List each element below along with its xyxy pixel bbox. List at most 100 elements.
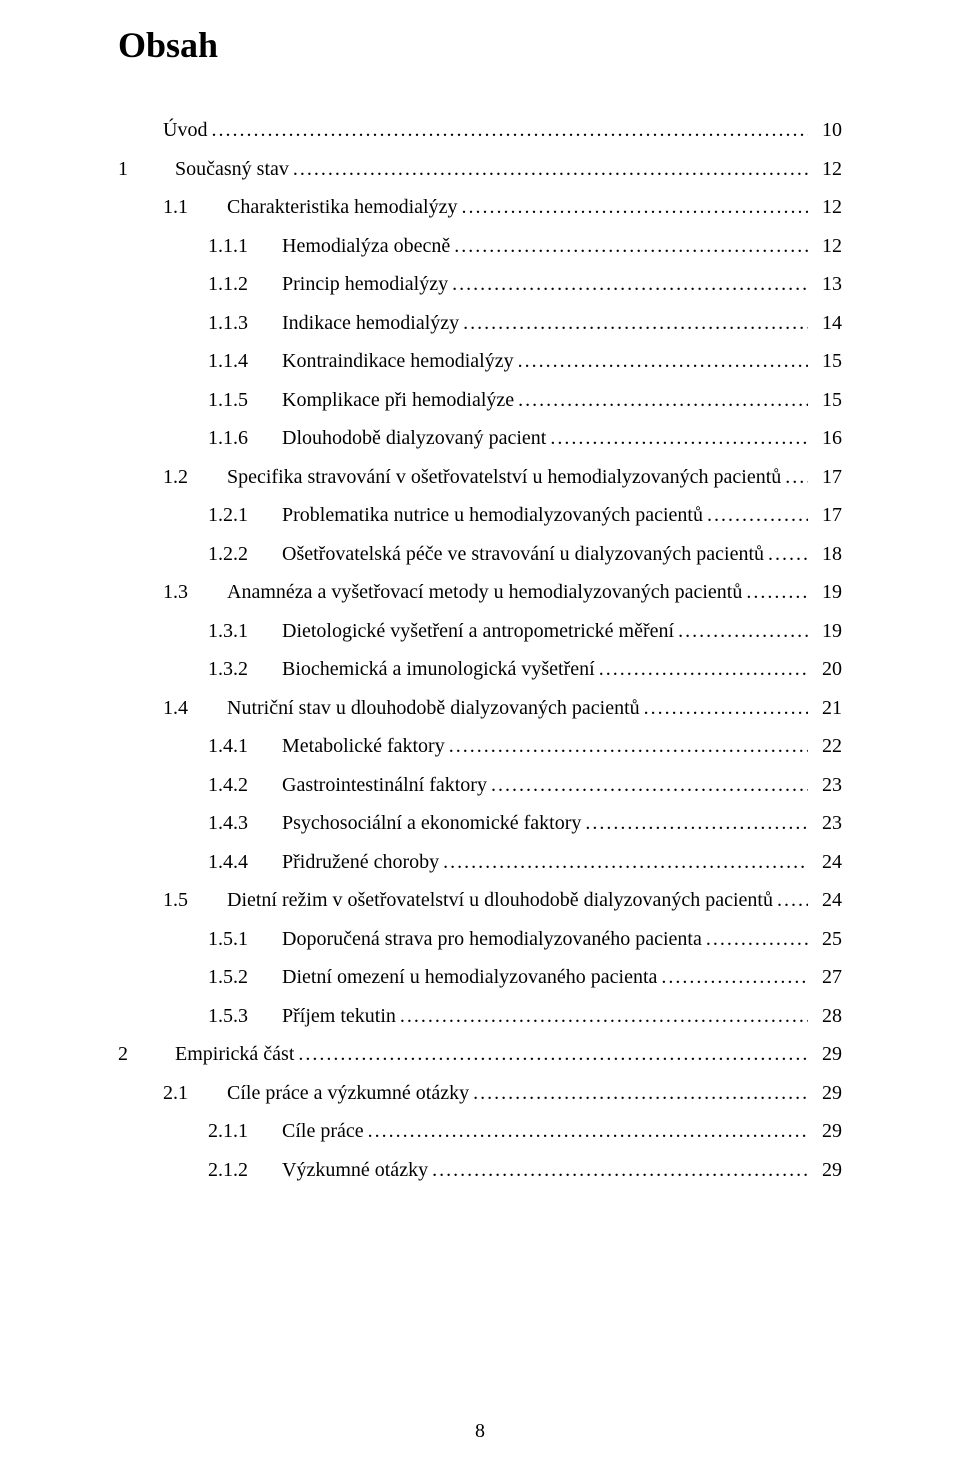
toc-entry-page: 24 bbox=[812, 852, 842, 872]
toc-row: 1.3.2Biochemická a imunologická vyšetřen… bbox=[118, 659, 842, 679]
toc-entry-label: Indikace hemodialýzy bbox=[282, 313, 459, 333]
toc-leader-dots bbox=[463, 313, 808, 333]
toc-row: 1.2.1Problematika nutrice u hemodialyzov… bbox=[118, 505, 842, 525]
toc-row: 1.5.3Příjem tekutin 28 bbox=[118, 1006, 842, 1026]
toc-entry-number: 1.1 bbox=[163, 197, 227, 217]
toc-row: 2Empirická část29 bbox=[118, 1044, 842, 1064]
toc-row: 1.5Dietní režim v ošetřovatelství u dlou… bbox=[118, 890, 842, 910]
toc-entry-number: 2.1 bbox=[163, 1083, 227, 1103]
toc-entry-label: Nutriční stav u dlouhodobě dialyzovaných… bbox=[227, 698, 640, 718]
toc-entry-number: 1.2.2 bbox=[208, 544, 282, 564]
toc-row: 2.1.2Výzkumné otázky29 bbox=[118, 1160, 842, 1180]
toc-entry-number: 1.1.2 bbox=[208, 274, 282, 294]
page-title: Obsah bbox=[118, 24, 842, 66]
toc-entry-label: Komplikace při hemodialýze bbox=[282, 390, 514, 410]
toc-row: 1.4.2Gastrointestinální faktory23 bbox=[118, 775, 842, 795]
toc-entry-label: Příjem tekutin bbox=[282, 1006, 396, 1026]
toc-entry-label: Úvod bbox=[163, 120, 207, 140]
toc-entry-number: 1.3.2 bbox=[208, 659, 282, 679]
toc-leader-dots bbox=[491, 775, 808, 795]
toc-row: 2.1.1Cíle práce29 bbox=[118, 1121, 842, 1141]
toc-leader-dots bbox=[454, 236, 808, 256]
toc-leader-dots bbox=[473, 1083, 808, 1103]
toc-leader-dots bbox=[644, 698, 808, 718]
toc-leader-dots bbox=[599, 659, 808, 679]
toc-row: 1.5.2Dietní omezení u hemodialyzovaného … bbox=[118, 967, 842, 987]
toc-row: 2.1Cíle práce a výzkumné otázky29 bbox=[118, 1083, 842, 1103]
toc-entry-number: 1.2 bbox=[163, 467, 227, 487]
toc-leader-dots bbox=[706, 929, 808, 949]
toc-entry-page: 17 bbox=[812, 505, 842, 525]
toc-entry-number: 1.1.5 bbox=[208, 390, 282, 410]
toc-entry-label: Metabolické faktory bbox=[282, 736, 445, 756]
toc-entry-number: 1.5 bbox=[163, 890, 227, 910]
toc-entry-page: 10 bbox=[812, 120, 842, 140]
toc-entry-page: 13 bbox=[812, 274, 842, 294]
toc-row: 1.5.1Doporučená strava pro hemodialyzova… bbox=[118, 929, 842, 949]
toc-entry-page: 12 bbox=[812, 236, 842, 256]
toc-entry-label: Dietologické vyšetření a antropometrické… bbox=[282, 621, 674, 641]
toc-row: 1.4.4Přidružené choroby24 bbox=[118, 852, 842, 872]
toc-entry-page: 25 bbox=[812, 929, 842, 949]
toc-entry-page: 16 bbox=[812, 428, 842, 448]
toc-leader-dots bbox=[461, 197, 808, 217]
toc-entry-page: 15 bbox=[812, 351, 842, 371]
toc-entry-page: 23 bbox=[812, 775, 842, 795]
toc-entry-page: 15 bbox=[812, 390, 842, 410]
toc-row: 1.3Anamnéza a vyšetřovací metody u hemod… bbox=[118, 582, 842, 602]
toc-leader-dots bbox=[585, 813, 808, 833]
toc-entry-label: Anamnéza a vyšetřovací metody u hemodial… bbox=[227, 582, 742, 602]
toc-leader-dots bbox=[432, 1160, 808, 1180]
toc-row: 1.1.1Hemodialýza obecně 12 bbox=[118, 236, 842, 256]
toc-entry-label: Dlouhodobě dialyzovaný pacient bbox=[282, 428, 546, 448]
toc-leader-dots bbox=[452, 274, 808, 294]
toc-entry-page: 23 bbox=[812, 813, 842, 833]
toc-leader-dots bbox=[400, 1006, 808, 1026]
toc-entry-page: 29 bbox=[812, 1160, 842, 1180]
toc-leader-dots bbox=[368, 1121, 808, 1141]
toc-entry-label: Hemodialýza obecně bbox=[282, 236, 450, 256]
toc-entry-page: 17 bbox=[812, 467, 842, 487]
toc-row: 1.1.5Komplikace při hemodialýze 15 bbox=[118, 390, 842, 410]
toc-entry-label: Empirická část bbox=[175, 1044, 294, 1064]
toc-entry-label: Gastrointestinální faktory bbox=[282, 775, 487, 795]
toc-entry-label: Dietní režim v ošetřovatelství u dlouhod… bbox=[227, 890, 773, 910]
toc-leader-dots bbox=[746, 582, 808, 602]
toc-entry-page: 20 bbox=[812, 659, 842, 679]
toc-leader-dots bbox=[518, 390, 808, 410]
toc-leader-dots bbox=[298, 1044, 808, 1064]
toc-entry-number: 1.5.1 bbox=[208, 929, 282, 949]
toc-entry-page: 29 bbox=[812, 1121, 842, 1141]
toc-entry-number: 1.4 bbox=[163, 698, 227, 718]
toc-entry-label: Specifika stravování v ošetřovatelství u… bbox=[227, 467, 781, 487]
toc-entry-page: 28 bbox=[812, 1006, 842, 1026]
toc-row: 1.4Nutriční stav u dlouhodobě dialyzovan… bbox=[118, 698, 842, 718]
toc-leader-dots bbox=[785, 467, 808, 487]
toc-entry-number: 1.1.4 bbox=[208, 351, 282, 371]
toc-row: 1.4.1Metabolické faktory22 bbox=[118, 736, 842, 756]
toc-entry-label: Kontraindikace hemodialýzy bbox=[282, 351, 514, 371]
toc-entry-number: 1.5.3 bbox=[208, 1006, 282, 1026]
toc-row: 1.2.2Ošetřovatelská péče ve stravování u… bbox=[118, 544, 842, 564]
toc-entry-number: 2 bbox=[118, 1044, 175, 1064]
toc-row: 1.4.3Psychosociální a ekonomické faktory… bbox=[118, 813, 842, 833]
toc-entry-page: 29 bbox=[812, 1083, 842, 1103]
toc-entry-number: 1.4.3 bbox=[208, 813, 282, 833]
toc-entry-page: 21 bbox=[812, 698, 842, 718]
toc-entry-number: 1 bbox=[118, 159, 175, 179]
toc-leader-dots bbox=[211, 120, 808, 140]
toc-entry-label: Princip hemodialýzy bbox=[282, 274, 448, 294]
toc-entry-page: 12 bbox=[812, 197, 842, 217]
toc-entry-number: 1.1.1 bbox=[208, 236, 282, 256]
toc-entry-page: 27 bbox=[812, 967, 842, 987]
toc-leader-dots bbox=[768, 544, 808, 564]
toc-row: 1.1.2Princip hemodialýzy 13 bbox=[118, 274, 842, 294]
toc-leader-dots bbox=[777, 890, 808, 910]
toc-leader-dots bbox=[550, 428, 808, 448]
toc-entry-number: 1.3.1 bbox=[208, 621, 282, 641]
toc-entry-number: 1.3 bbox=[163, 582, 227, 602]
toc-leader-dots bbox=[443, 852, 808, 872]
toc-leader-dots bbox=[293, 159, 808, 179]
toc-entry-label: Současný stav bbox=[175, 159, 289, 179]
toc-row: 1Současný stav12 bbox=[118, 159, 842, 179]
